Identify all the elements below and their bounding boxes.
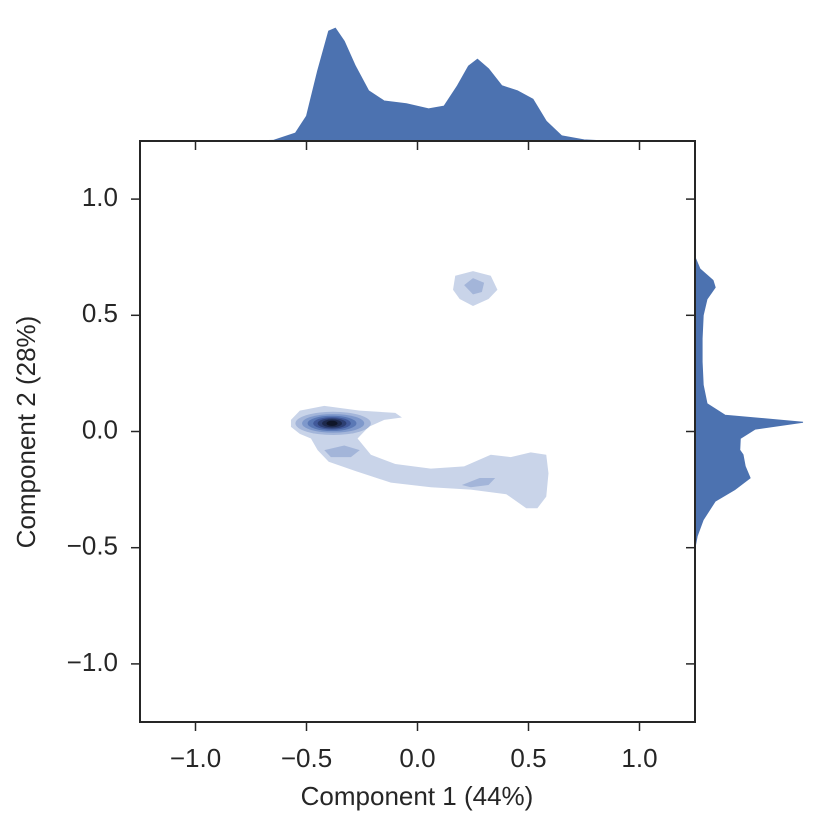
density-peak-level xyxy=(326,420,338,426)
plot-frame xyxy=(139,140,696,723)
x-tick-label: 1.0 xyxy=(621,743,657,773)
x-tick-label: −0.5 xyxy=(281,743,332,773)
density-contour xyxy=(461,477,496,488)
x-tick-label: 0.5 xyxy=(510,743,546,773)
x-marginal-density xyxy=(250,27,607,142)
y-tick-label: −1.0 xyxy=(67,647,118,677)
y-marginal-density xyxy=(694,257,804,548)
x-tick-label: 0.0 xyxy=(399,743,435,773)
x-axis-label: Component 1 (44%) xyxy=(301,781,534,811)
y-axis-label: Component 2 (28%) xyxy=(11,316,41,549)
y-tick-label: 0.5 xyxy=(82,298,118,328)
y-tick-label: 1.0 xyxy=(82,182,118,212)
x-tick-label: −1.0 xyxy=(170,743,221,773)
y-tick-label: −0.5 xyxy=(67,531,118,561)
density-contour xyxy=(324,445,360,458)
y-tick-label: 0.0 xyxy=(82,414,118,444)
density-contour xyxy=(464,278,485,295)
